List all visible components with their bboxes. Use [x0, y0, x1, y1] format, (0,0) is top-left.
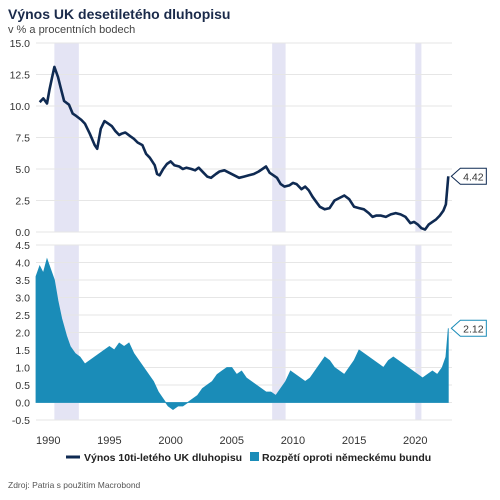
y-tick-label: 4.0 — [15, 258, 30, 270]
y-tick-label: 0.5 — [15, 380, 30, 392]
y-tick-label: 4.5 — [15, 240, 30, 252]
y-tick-label: -0.5 — [12, 415, 30, 427]
last-value-label: 2.12 — [463, 323, 484, 335]
y-tick-label: 10.0 — [10, 101, 31, 113]
last-value-callout — [450, 319, 487, 337]
spread-area-series — [35, 257, 449, 410]
y-tick-label: 15.0 — [10, 38, 31, 50]
x-tick-label: 1990 — [36, 435, 60, 447]
x-tick-label: 2000 — [158, 435, 182, 447]
y-tick-label: 3.5 — [15, 275, 30, 287]
y-tick-label: 0.0 — [15, 227, 30, 239]
y-tick-label: 5.0 — [15, 164, 30, 176]
y-tick-label: 1.5 — [15, 345, 30, 357]
legend-swatch-spread — [250, 452, 259, 461]
y-tick-label: 1.0 — [15, 363, 30, 375]
chart-title: Výnos UK desetiletého dluhopisu — [8, 6, 231, 22]
legend-label-spread: Rozpětí oproti německému bundu — [262, 452, 431, 464]
y-tick-label: 2.0 — [15, 328, 30, 340]
y-tick-label: 7.5 — [15, 133, 30, 145]
y-tick-label: 2.5 — [15, 310, 30, 322]
chart-subtitle: v % a procentních bodech — [8, 24, 136, 36]
y-tick-label: 12.5 — [10, 70, 31, 82]
y-tick-label: 0.0 — [15, 398, 30, 410]
x-tick-label: 1995 — [97, 435, 121, 447]
y-tick-label: 3.0 — [15, 293, 30, 305]
legend-label-yield: Výnos 10ti-letého UK dluhopisu — [84, 452, 242, 464]
last-value-label: 4.42 — [463, 171, 484, 183]
y-tick-label: 2.5 — [15, 196, 30, 208]
x-tick-label: 2015 — [342, 435, 366, 447]
yield-line-series — [38, 65, 450, 231]
last-value-callout — [450, 167, 487, 185]
x-tick-label: 2020 — [403, 435, 427, 447]
x-tick-label: 2005 — [220, 435, 244, 447]
x-tick-label: 2010 — [281, 435, 305, 447]
source-note: Zdroj: Patria s použitím Macrobond — [8, 480, 141, 490]
